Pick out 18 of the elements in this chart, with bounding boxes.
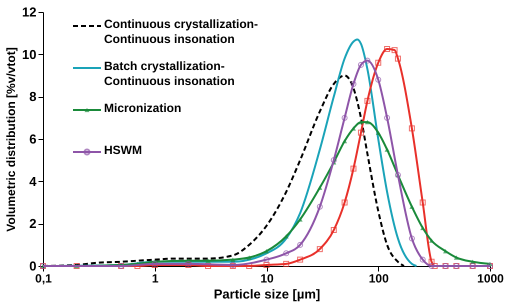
legend-label: HSWM [104,143,142,157]
legend-label: Micronization [104,101,182,115]
x-tick-label: 1000 [477,272,504,286]
x-tick-label: 10 [260,272,274,286]
x-tick-label: 1 [152,272,159,286]
x-axis-title: Particle size [µm] [214,286,320,302]
y-tick-label: 8 [29,89,36,104]
y-tick-label: 10 [22,46,36,62]
y-tick-label: 2 [29,216,36,232]
y-tick-label: 4 [29,174,38,189]
legend-label: Continuous crystallization-Continuous insonation [104,17,258,46]
y-tick-label: 0 [29,258,36,274]
y-axis-title: Volumetric distribution [%v/vtot] [4,47,18,232]
y-tick-label: 12 [22,4,36,20]
y-tick-label: 6 [29,132,36,146]
x-tick-label: 0,1 [35,272,52,286]
x-tick-label: 100 [368,272,390,286]
legend-label: Batch crystallization-Continuous insonation [104,59,235,88]
